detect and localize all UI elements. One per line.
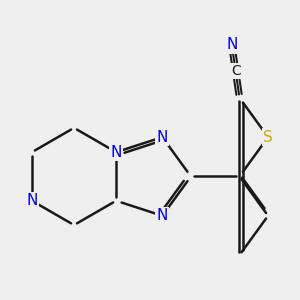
Text: S: S	[263, 130, 273, 145]
Text: C: C	[231, 64, 241, 78]
Text: N: N	[226, 38, 238, 52]
Text: N: N	[26, 193, 38, 208]
Text: N: N	[157, 130, 168, 145]
Text: N: N	[110, 145, 122, 160]
Text: N: N	[157, 208, 168, 223]
